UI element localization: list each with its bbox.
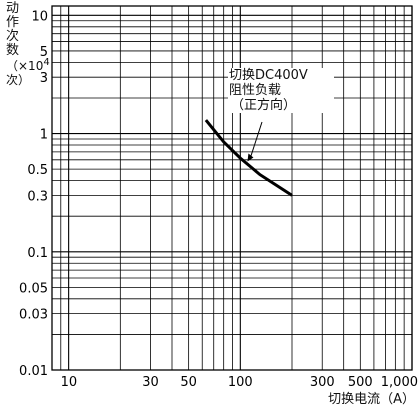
x-tick-label: 100: [228, 375, 253, 390]
y-tick-label: 0.03: [19, 308, 48, 323]
y-tick-label: 0.5: [27, 163, 48, 178]
x-tick-label: 1,000: [381, 375, 418, 390]
curve-annotation: 切换DC400V 阻性负载 （正方向）: [228, 68, 334, 113]
x-axis-title: 切换电流（A）: [328, 392, 415, 407]
y-axis-title: 动作次数: [6, 2, 22, 58]
annotation-arrowhead: [247, 153, 254, 162]
y-axis-unit: （×104 次）: [6, 56, 50, 87]
y-tick-label: 0.3: [27, 189, 48, 204]
y-axis-unit-suffix: 次）: [6, 73, 31, 87]
y-tick-label: 5: [40, 45, 48, 60]
annotation-line1: 切换DC400V: [229, 68, 308, 83]
y-tick-label: 0.01: [19, 364, 48, 379]
x-tick-label: 500: [348, 375, 373, 390]
annotation-leader: [249, 121, 263, 158]
x-tick-label: 50: [180, 375, 197, 390]
y-tick-label: 1: [40, 128, 48, 143]
annotation-line2: 阻性负载: [229, 83, 282, 98]
y-tick-label: 3: [40, 71, 48, 86]
x-tick-label: 300: [310, 375, 335, 390]
y-axis-title-main: 动作次数: [6, 1, 20, 58]
y-tick-label: 10: [31, 9, 48, 24]
plot-frame: [51, 5, 413, 371]
y-axis-unit-exp: 4: [43, 57, 50, 68]
x-tick-label: 10: [61, 375, 78, 390]
x-tick-label: 30: [142, 375, 159, 390]
y-axis-unit-prefix: （×10: [6, 59, 44, 73]
series-line: [204, 119, 293, 197]
y-tick-label: 0.1: [27, 246, 48, 261]
y-tick-label: 0.05: [19, 281, 48, 296]
annotation-line3: （正方向）: [231, 98, 297, 113]
